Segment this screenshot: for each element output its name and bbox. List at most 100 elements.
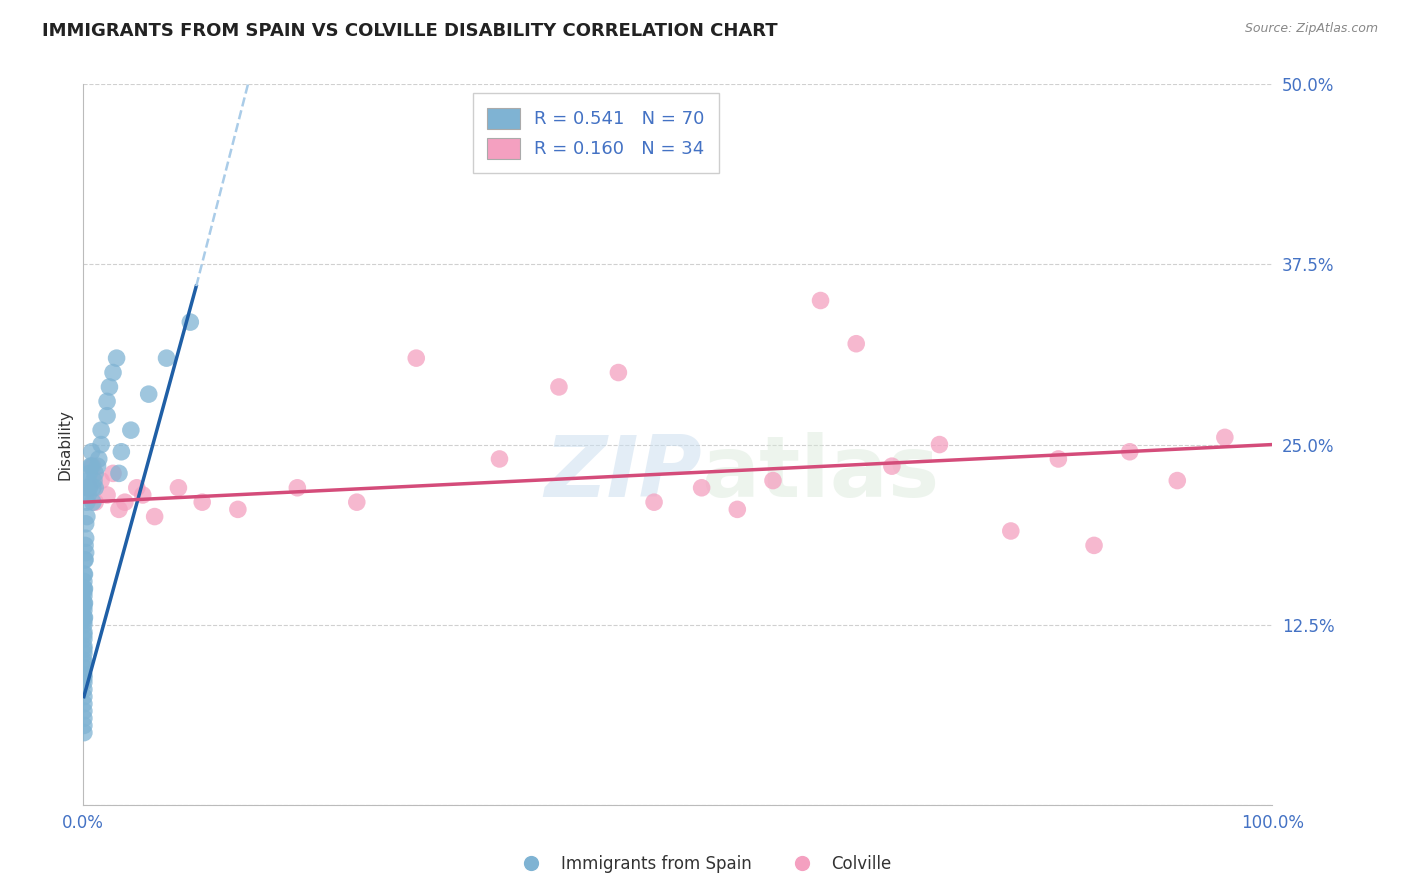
- Point: [105, 351, 128, 365]
- Point: [82, 459, 104, 474]
- Point: [114, 495, 136, 509]
- Point: [73, 596, 96, 610]
- Point: [762, 474, 785, 488]
- Point: [73, 675, 96, 690]
- Point: [73, 603, 96, 617]
- Point: [73, 610, 96, 624]
- Point: [1083, 538, 1105, 552]
- Point: [73, 553, 96, 567]
- Point: [73, 711, 96, 725]
- Point: [73, 697, 96, 711]
- Point: [73, 657, 96, 671]
- Point: [96, 409, 118, 423]
- Point: [86, 459, 108, 474]
- Point: [76, 481, 98, 495]
- Point: [155, 351, 177, 365]
- Point: [138, 387, 160, 401]
- Point: [101, 366, 124, 380]
- Point: [90, 437, 112, 451]
- Point: [191, 495, 214, 509]
- Point: [607, 366, 630, 380]
- Point: [79, 459, 101, 474]
- Point: [73, 613, 96, 627]
- Point: [73, 567, 96, 582]
- Legend: R = 0.541   N = 70, R = 0.160   N = 34: R = 0.541 N = 70, R = 0.160 N = 34: [472, 94, 718, 173]
- Point: [75, 546, 97, 560]
- Point: [73, 610, 96, 624]
- Point: [1118, 444, 1140, 458]
- Point: [83, 474, 105, 488]
- Point: [725, 502, 748, 516]
- Point: [488, 452, 510, 467]
- Point: [110, 444, 132, 458]
- Y-axis label: Disability: Disability: [58, 409, 72, 480]
- Point: [73, 647, 96, 661]
- Point: [73, 567, 96, 582]
- Point: [73, 682, 96, 697]
- Point: [285, 481, 308, 495]
- Point: [167, 481, 190, 495]
- Point: [75, 516, 97, 531]
- Point: [810, 293, 832, 308]
- Text: atlas: atlas: [702, 432, 939, 515]
- Point: [1000, 524, 1022, 538]
- Point: [226, 502, 249, 516]
- Point: [84, 495, 107, 509]
- Point: [75, 531, 97, 545]
- Point: [1166, 474, 1188, 488]
- Point: [84, 467, 107, 481]
- Point: [880, 459, 903, 474]
- Point: [87, 452, 110, 467]
- Point: [120, 423, 142, 437]
- Point: [73, 654, 96, 668]
- Point: [346, 495, 368, 509]
- Point: [76, 509, 98, 524]
- Point: [845, 336, 868, 351]
- Point: [125, 481, 148, 495]
- Point: [108, 502, 131, 516]
- Point: [132, 488, 155, 502]
- Point: [82, 481, 104, 495]
- Point: [73, 584, 96, 599]
- Point: [643, 495, 665, 509]
- Point: [77, 467, 100, 481]
- Point: [101, 467, 124, 481]
- Text: IMMIGRANTS FROM SPAIN VS COLVILLE DISABILITY CORRELATION CHART: IMMIGRANTS FROM SPAIN VS COLVILLE DISABI…: [42, 22, 778, 40]
- Point: [73, 599, 96, 613]
- Point: [1047, 452, 1070, 467]
- Point: [96, 488, 118, 502]
- Point: [73, 596, 96, 610]
- Point: [108, 467, 131, 481]
- Point: [73, 718, 96, 732]
- Point: [90, 423, 112, 437]
- Point: [75, 538, 97, 552]
- Point: [73, 624, 96, 639]
- Point: [73, 628, 96, 642]
- Point: [73, 642, 96, 657]
- Point: [143, 509, 166, 524]
- Point: [73, 617, 96, 632]
- Point: [1213, 430, 1236, 444]
- Point: [80, 444, 103, 458]
- Legend: Immigrants from Spain, Colville: Immigrants from Spain, Colville: [508, 848, 898, 880]
- Point: [73, 668, 96, 682]
- Point: [73, 574, 96, 589]
- Point: [928, 437, 950, 451]
- Point: [548, 380, 571, 394]
- Point: [77, 488, 100, 502]
- Point: [77, 474, 100, 488]
- Point: [82, 495, 104, 509]
- Point: [96, 394, 118, 409]
- Text: Source: ZipAtlas.com: Source: ZipAtlas.com: [1244, 22, 1378, 36]
- Point: [73, 639, 96, 653]
- Point: [80, 459, 103, 474]
- Point: [77, 481, 100, 495]
- Point: [73, 725, 96, 739]
- Point: [75, 553, 97, 567]
- Point: [73, 671, 96, 685]
- Point: [90, 474, 112, 488]
- Point: [73, 582, 96, 596]
- Point: [73, 589, 96, 603]
- Text: ZIP: ZIP: [544, 432, 702, 515]
- Point: [77, 481, 100, 495]
